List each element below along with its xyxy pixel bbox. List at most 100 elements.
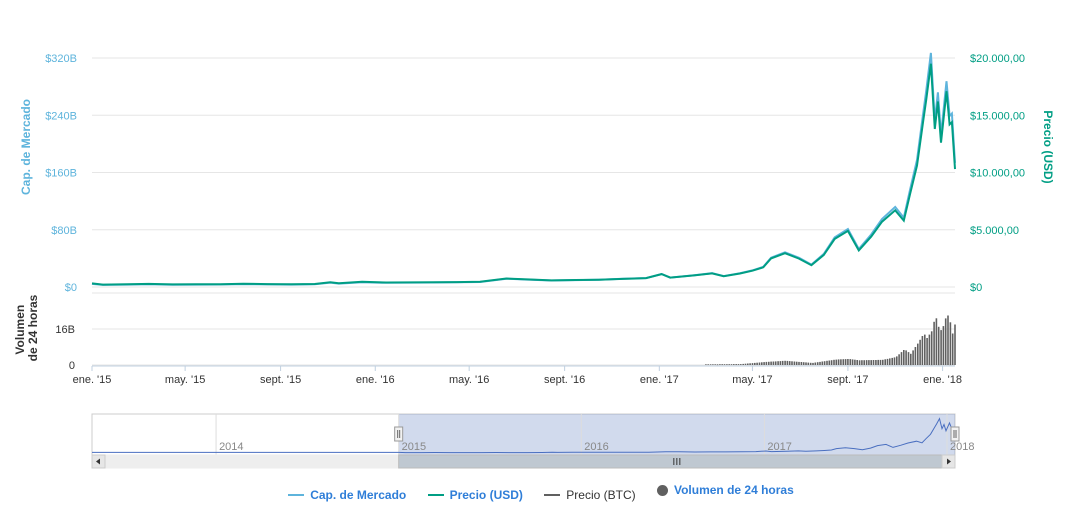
volume-bar: [802, 362, 805, 365]
x-tick-label: sept. '15: [260, 374, 301, 386]
volume-bar: [763, 362, 765, 365]
legend-item-price-btc[interactable]: Precio (BTC): [544, 488, 636, 502]
x-tick-label: sept. '17: [827, 374, 868, 386]
x-tick-label: may. '15: [165, 374, 205, 386]
volume-bar: [749, 363, 751, 365]
volume-bar: [905, 350, 907, 365]
volume-bar: [928, 334, 931, 365]
volume-bar: [921, 336, 924, 365]
volume-bar: [949, 322, 952, 366]
volume-bar: [837, 359, 840, 365]
navigator-year-label: 2016: [584, 441, 608, 453]
x-tick-label: may. '16: [449, 374, 489, 386]
price-usd-series-line[interactable]: [91, 63, 956, 286]
navigator-selected-range[interactable]: [398, 414, 955, 455]
volume-bar: [865, 360, 868, 365]
x-tick-label: may. '17: [732, 374, 772, 386]
volume-bar: [940, 330, 942, 365]
volume-bar: [907, 352, 910, 365]
right-tick-label: $0: [970, 282, 982, 294]
volume-tick-label: 0: [69, 360, 75, 372]
navigator[interactable]: 2014 2015 2016 2017 2018: [91, 413, 974, 469]
x-axis-ticks: ene. '15 may. '15 sept. '15 ene. '16 may. '1…: [73, 366, 962, 386]
volume-bar: [884, 359, 886, 365]
volume-bar: [847, 359, 849, 365]
volume-bar: [868, 360, 870, 365]
volume-axis-label-line-1: Volumen: [13, 305, 27, 355]
volume-bar: [863, 360, 865, 365]
x-tick-label: sept. '16: [544, 374, 585, 386]
volume-bar: [877, 359, 879, 365]
legend-price-usd-swatch: [427, 493, 444, 496]
legend-item-market-cap[interactable]: Cap. de Mercado: [288, 488, 406, 502]
right-axis-label: Precio (USD): [1041, 110, 1055, 183]
volume-bar: [726, 364, 728, 365]
legend-item-price-usd[interactable]: Precio (USD): [427, 487, 523, 502]
volume-bar: [926, 338, 928, 365]
volume-bar: [754, 362, 756, 365]
volume-bar: [705, 364, 707, 365]
navigator-year-label: 2017: [767, 441, 791, 453]
right-tick-label: $10.000,00: [970, 168, 1025, 180]
volume-bar: [798, 361, 800, 365]
volume-bar: [816, 362, 819, 365]
navigator-handle-right[interactable]: [950, 426, 960, 442]
volume-bar: [805, 362, 807, 365]
volume-bar: [774, 361, 777, 365]
legend-market-cap-label: Cap. de Mercado: [310, 487, 407, 502]
volume-bar: [900, 352, 903, 365]
navigator-handle-body: [394, 426, 404, 442]
volume-bar: [765, 361, 768, 365]
market-cap-series-line[interactable]: [91, 52, 956, 286]
volume-axis-label-line-2: de 24 horas: [26, 294, 40, 361]
volume-grid-lines: [92, 292, 955, 366]
navigator-year-label: 2015: [402, 441, 426, 453]
legend-item-volume[interactable]: Volumen de 24 horas: [656, 483, 794, 497]
scrollbar[interactable]: [91, 454, 956, 469]
volume-bar: [872, 360, 875, 365]
volume-axis-label: Volumen de 24 horas: [13, 294, 40, 361]
volume-bar: [733, 364, 735, 365]
volume-bar: [910, 353, 912, 366]
volume-bar: [758, 362, 761, 365]
volume-bar: [721, 364, 723, 365]
right-tick-label: $20.000,00: [970, 53, 1025, 65]
volume-bar: [830, 360, 833, 365]
volume-bar: [770, 361, 772, 365]
volume-bar: [747, 363, 749, 365]
volume-tick-label: 16B: [55, 324, 75, 336]
volume-bar: [858, 360, 861, 365]
market-chart: $0 $80B $160B $240B $320B $0 $5.000,00 $10.000…: [13, 52, 1055, 469]
volume-bar: [844, 359, 847, 365]
volume-bar: [875, 360, 877, 365]
volume-bar: [854, 359, 856, 365]
volume-bar: [730, 364, 733, 365]
volume-bar: [761, 362, 763, 365]
volume-bar: [788, 361, 791, 365]
legend-price-usd-label: Precio (USD): [449, 487, 523, 502]
volume-bar: [912, 350, 914, 365]
volume-bar: [954, 324, 956, 365]
volume-bar: [942, 326, 945, 365]
navigator-series-line: [92, 417, 956, 454]
volume-bar: [779, 361, 782, 365]
volume-bar: [723, 364, 726, 365]
volume-bar: [795, 361, 798, 365]
volume-bar: [751, 363, 754, 365]
volume-bar: [735, 364, 737, 365]
volume-bar: [826, 360, 828, 365]
volume-bar: [712, 364, 714, 365]
navigator-handle-body: [950, 426, 960, 442]
volume-bar: [849, 359, 852, 365]
navigator-handle-left[interactable]: [394, 426, 404, 442]
volume-bar: [889, 358, 891, 365]
scrollbar-right-arrow-icon: [947, 458, 951, 465]
volume-bars[interactable]: [705, 315, 956, 366]
volume-bar: [919, 339, 921, 365]
volume-bar: [781, 360, 784, 365]
volume-bar: [819, 361, 821, 365]
volume-bar: [784, 360, 786, 365]
volume-bar: [917, 343, 919, 365]
volume-bar: [856, 360, 858, 365]
volume-bar: [728, 364, 730, 365]
